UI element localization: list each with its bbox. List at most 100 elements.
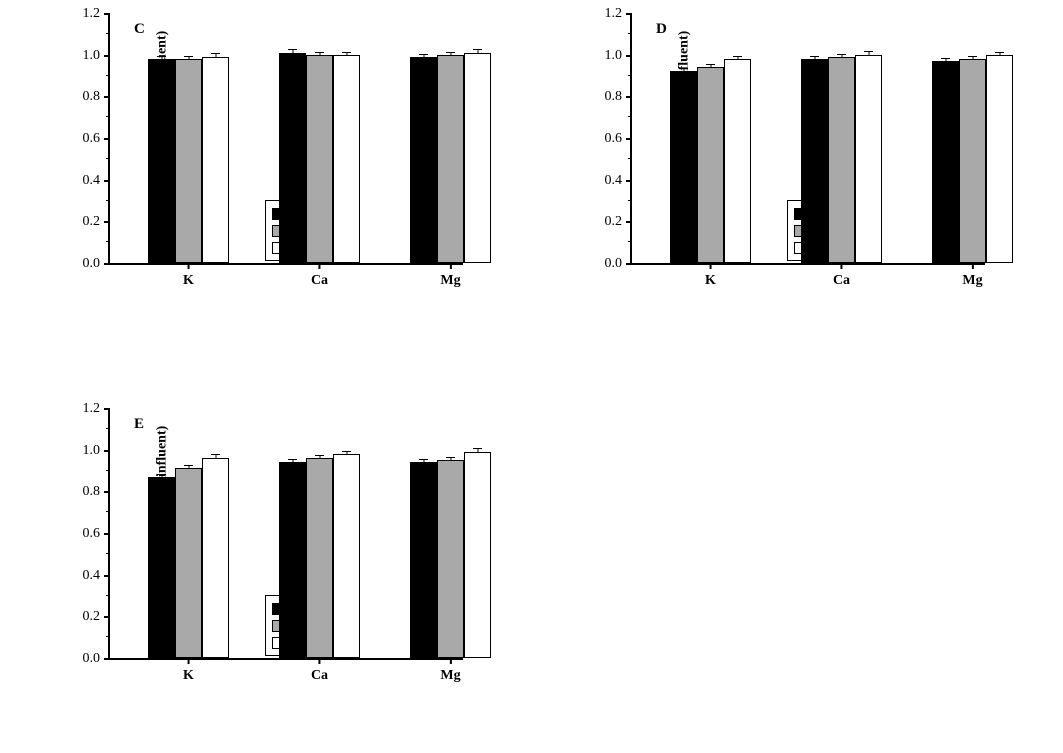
y-tick: 1.2 [83,6,111,22]
error-bar [683,69,684,72]
bar [959,59,986,263]
x-tick-label: K [183,664,194,684]
bar [437,460,464,658]
bar [437,55,464,263]
bar [148,477,175,658]
tick-mark-icon [104,658,110,660]
y-tick-label: 0.0 [83,256,105,272]
x-tick-label: K [183,269,194,289]
bar [279,462,306,658]
chart-c: Ion content ratio (effluent / influent) … [33,5,493,305]
tick-mark-icon [626,263,632,265]
y-tick: 0.6 [83,526,111,542]
y-tick-label: 0.6 [83,131,105,147]
tick-mark-icon [104,575,110,577]
y-tick-label: 1.0 [605,48,627,64]
y-minor-tick [106,158,110,159]
y-minor-tick [106,511,110,512]
bar [148,59,175,263]
plot-area: Ion content ratio (effluent / influent) … [108,410,463,660]
y-tick: 0.4 [83,173,111,189]
error-bar [161,57,162,60]
bar [828,57,855,263]
y-tick-label: 1.0 [83,443,105,459]
x-tick: K [183,263,194,289]
tick-mark-icon [104,96,110,98]
tick-mark-icon [104,180,110,182]
y-tick: 1.2 [605,6,633,22]
error-bar [188,466,189,470]
bar [306,458,333,658]
tick-mark-icon [104,491,110,493]
y-tick: 0.6 [83,131,111,147]
y-minor-tick [106,595,110,596]
y-tick: 0.0 [83,256,111,272]
tick-mark-icon [626,180,632,182]
tick-mark-icon [626,13,632,15]
panel-label: D [656,21,667,38]
bar [279,53,306,263]
bar [724,59,751,263]
x-tick-label: Mg [440,269,460,289]
panel-label: C [134,21,145,38]
y-minor-tick [628,158,632,159]
error-bar [999,53,1000,56]
y-tick: 0.2 [83,214,111,230]
x-tick: Ca [311,658,328,684]
tick-mark-icon [626,221,632,223]
panel-label: E [134,416,144,433]
y-tick-label: 1.2 [605,6,627,22]
bar [855,55,882,263]
error-bar [319,456,320,459]
error-bar [161,475,162,478]
x-tick-label: Mg [440,664,460,684]
y-minor-tick [106,636,110,637]
bar [202,458,229,658]
x-tick: Mg [962,263,982,289]
bar [410,57,437,263]
x-tick-label: K [705,269,716,289]
y-tick: 0.6 [605,131,633,147]
y-tick-label: 0.4 [83,173,105,189]
figure-page: Ion content ratio (effluent / influent) … [0,0,1063,753]
y-minor-tick [106,75,110,76]
bar [333,55,360,263]
y-tick-label: 1.2 [83,6,105,22]
error-bar [477,449,478,453]
tick-mark-icon [104,408,110,410]
y-tick: 1.0 [83,443,111,459]
tick-mark-icon [104,533,110,535]
y-tick-label: 0.6 [83,526,105,542]
error-bar [215,54,216,58]
y-tick: 0.8 [83,484,111,500]
tick-mark-icon [626,96,632,98]
y-tick: 0.2 [83,609,111,625]
y-tick-label: 0.8 [83,484,105,500]
tick-mark-icon [104,263,110,265]
bar [670,71,697,263]
error-bar [710,65,711,68]
bar [306,55,333,263]
y-tick: 1.0 [83,48,111,64]
y-minor-tick [106,553,110,554]
y-minor-tick [106,116,110,117]
x-tick-label: Ca [311,664,328,684]
y-minor-tick [628,241,632,242]
error-bar [737,57,738,60]
y-tick: 0.2 [605,214,633,230]
y-minor-tick [106,200,110,201]
tick-mark-icon [104,13,110,15]
y-tick-label: 0.0 [83,651,105,667]
y-minor-tick [628,116,632,117]
x-tick: K [183,658,194,684]
error-bar [346,53,347,56]
tick-mark-icon [104,221,110,223]
tick-mark-icon [104,138,110,140]
y-minor-tick [628,33,632,34]
tick-mark-icon [626,138,632,140]
tick-mark-icon [104,450,110,452]
error-bar [346,452,347,455]
y-tick-label: 0.2 [83,214,105,230]
y-tick: 0.4 [605,173,633,189]
y-tick-label: 0.0 [605,256,627,272]
